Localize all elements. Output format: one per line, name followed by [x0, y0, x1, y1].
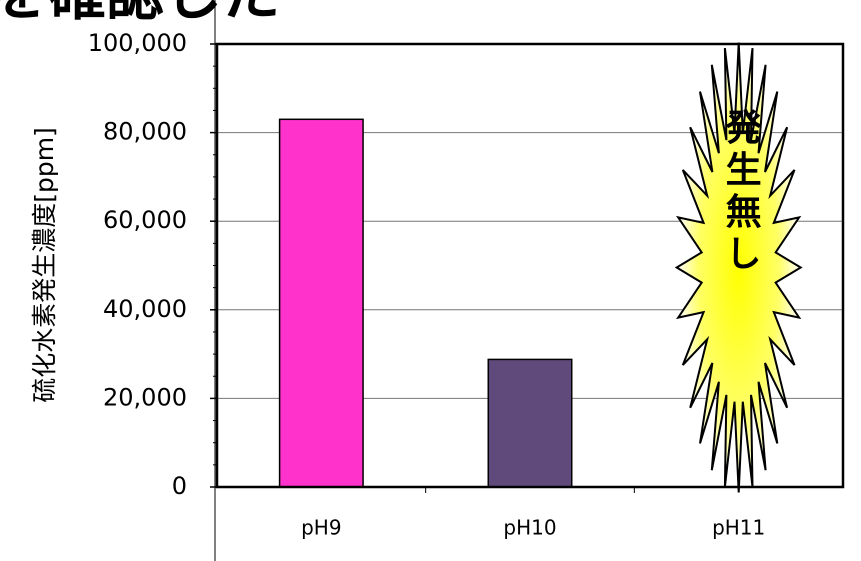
x-tick-label: pH10	[503, 516, 556, 540]
chart: を確認した 硫化水素発生濃度[ppm] 0 20,000 40,000 60,000 8…	[0, 0, 861, 561]
y-tick-label: 20,000	[103, 383, 187, 411]
chart-title: を確認した	[0, 0, 280, 28]
x-tick-label: pH9	[301, 516, 341, 540]
y-tick-label: 40,000	[103, 295, 187, 323]
bar	[280, 119, 363, 487]
bar	[488, 359, 571, 487]
y-tick-label: 80,000	[103, 118, 187, 146]
y-tick-label: 0	[172, 472, 187, 500]
y-tick-label: 60,000	[103, 206, 187, 234]
annotation: 発生無し	[720, 108, 762, 276]
y-tick-label: 100,000	[88, 29, 187, 57]
y-axis-label: 硫化水素発生濃度[ppm]	[30, 127, 59, 403]
x-tick-label: pH11	[712, 516, 765, 540]
